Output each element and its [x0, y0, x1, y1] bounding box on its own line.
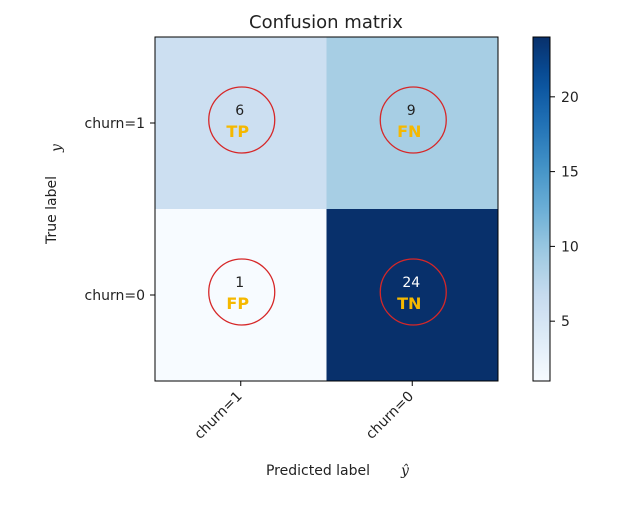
colorbar: [532, 36, 551, 382]
matrix-cells: [155, 37, 498, 381]
y-axis-label: True label: [44, 176, 60, 245]
cell-value: 6: [235, 103, 244, 119]
highlight-circle: [379, 258, 447, 326]
cell-value: 9: [407, 103, 416, 119]
x-tick-label: churn=0: [363, 389, 417, 443]
cell-annotation: TP: [226, 122, 249, 141]
x-axis-ticks: churn=1 churn=0: [192, 381, 417, 443]
highlight-circle: [379, 86, 447, 154]
y-tick-label: churn=0: [85, 288, 145, 304]
matrix-cell: [326, 37, 498, 209]
colorbar-tick-label: 15: [561, 165, 579, 181]
highlight-circle: [208, 86, 276, 154]
chart-title: Confusion matrix: [249, 12, 403, 33]
matrix-cell: [326, 209, 498, 381]
matrix-cell: [155, 209, 327, 381]
cell-annotation: TN: [397, 294, 421, 313]
x-tick-label: churn=1: [192, 389, 246, 443]
cell-annotation: FN: [397, 122, 421, 141]
matrix-cell: [155, 37, 327, 209]
cell-value: 24: [402, 275, 420, 291]
plot-frame: [154, 36, 499, 382]
x-axis-symbol: ŷ: [400, 462, 410, 479]
cell-labels: 6 TP 9 FN 1 FP 24 TN: [226, 103, 421, 313]
colorbar-tick-label: 10: [561, 239, 579, 255]
y-tick-label: churn=1: [85, 116, 145, 132]
cell-annotation: FP: [226, 294, 249, 313]
x-axis-label: Predicted label: [266, 463, 370, 479]
colorbar-tick-label: 20: [561, 90, 579, 106]
y-axis-ticks: churn=1 churn=0: [85, 116, 155, 304]
colorbar-ticks: 5 10 15 20: [550, 90, 579, 330]
highlight-circles: [208, 86, 447, 326]
y-axis-symbol: y: [49, 143, 65, 153]
colorbar-tick-label: 5: [561, 314, 570, 330]
highlight-circle: [208, 258, 276, 326]
cell-value: 1: [235, 275, 244, 291]
